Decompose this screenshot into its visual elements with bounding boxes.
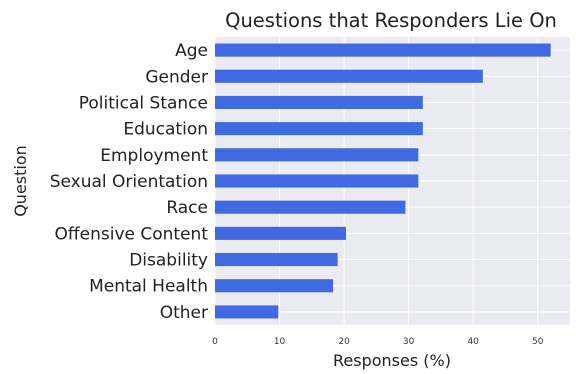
category-labels: Age Gender Political Stance Education Employ… [50, 41, 209, 323]
bar [215, 174, 419, 188]
category-label: Disability [129, 251, 208, 271]
bar [215, 200, 406, 214]
x-tick-label: 50 [532, 337, 544, 347]
x-tick-label: 10 [274, 337, 286, 347]
category-label: Employment [100, 146, 208, 166]
category-label: Gender [145, 67, 208, 87]
bar [215, 43, 551, 57]
x-axis-label: Responses (%) [333, 351, 451, 370]
bar [215, 279, 334, 293]
bar [215, 226, 347, 240]
bar [215, 305, 279, 319]
x-tick-label: 40 [467, 337, 479, 347]
y-axis-label: Question [11, 145, 30, 217]
category-label: Race [166, 198, 208, 218]
x-tick-label: 0 [212, 337, 218, 347]
x-tick-label: 30 [403, 337, 415, 347]
category-label: Age [175, 41, 208, 61]
category-label: Offensive Content [55, 224, 209, 244]
bar [215, 69, 483, 83]
category-label: Political Stance [79, 93, 208, 113]
bar [215, 95, 423, 109]
x-tick-labels: 0 10 20 30 40 50 [212, 337, 544, 347]
category-label: Education [123, 120, 208, 140]
bar [215, 253, 338, 267]
chart-title: Questions that Responders Lie On [225, 9, 557, 32]
x-tick-label: 20 [338, 337, 350, 347]
bar [215, 148, 419, 162]
category-label: Sexual Orientation [50, 172, 208, 192]
bar [215, 122, 423, 136]
category-label: Other [160, 303, 208, 323]
category-label: Mental Health [89, 277, 208, 297]
bars [215, 43, 551, 319]
